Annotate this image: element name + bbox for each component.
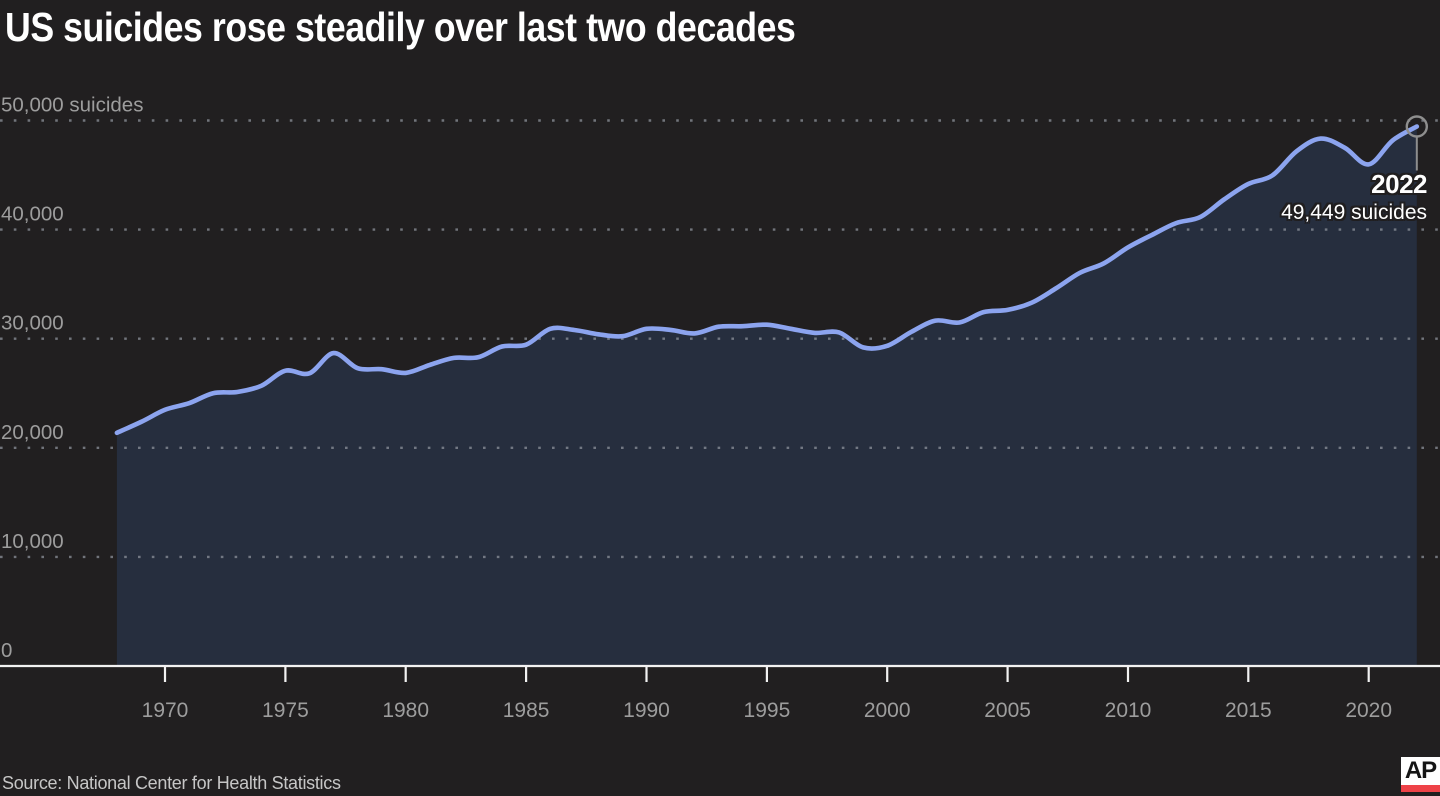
endpoint-marker <box>1405 115 1429 171</box>
y-tick-label-0: 0 <box>1 639 12 662</box>
gridlines-layer <box>0 119 1440 559</box>
x-tick-label-1985: 1985 <box>503 699 550 722</box>
marker-ring <box>1405 115 1429 138</box>
x-tick-label-1970: 1970 <box>142 699 189 722</box>
y-tick-label-50000: 50,000 suicides <box>1 94 143 117</box>
source-credit: Source: National Center for Health Stati… <box>2 773 341 793</box>
x-tick-label-2005: 2005 <box>984 699 1031 722</box>
y-tick-label-20000: 20,000 <box>1 421 64 444</box>
y-tick-label-40000: 40,000 <box>1 203 64 226</box>
x-tick-label-1990: 1990 <box>623 699 670 722</box>
x-tick-label-2020: 2020 <box>1345 699 1392 722</box>
area-series-layer <box>116 126 1417 666</box>
annotation-value: 49,449 suicides <box>1281 201 1427 224</box>
x-axis-labels: 1970 1975 1980 1985 1990 1995 2000 2005 2010 2015… <box>142 699 1392 722</box>
x-axis-layer <box>0 664 1440 682</box>
area-fill <box>116 126 1417 666</box>
y-axis-labels: 0 10,000 20,000 30,000 40,000 50,000 suicides <box>1 94 143 663</box>
x-tick-label-2010: 2010 <box>1105 699 1152 722</box>
x-tick-label-2015: 2015 <box>1225 699 1272 722</box>
data-line <box>114 124 1420 436</box>
x-tick-label-1980: 1980 <box>382 699 429 722</box>
ap-logo-letters: AP <box>1404 757 1437 784</box>
ap-logo-red-bar <box>1401 785 1440 792</box>
x-tick-label-1975: 1975 <box>262 699 309 722</box>
data-line-layer <box>114 124 1420 436</box>
ap-logo: AP <box>1401 757 1440 792</box>
chart-title: US suicides rose steadily over last two … <box>5 4 796 50</box>
x-tick-label-1995: 1995 <box>744 699 791 722</box>
y-tick-label-10000: 10,000 <box>1 530 64 553</box>
x-tick-label-2000: 2000 <box>864 699 911 722</box>
y-tick-label-30000: 30,000 <box>1 312 64 335</box>
annotation-year: 2022 <box>1371 169 1427 199</box>
